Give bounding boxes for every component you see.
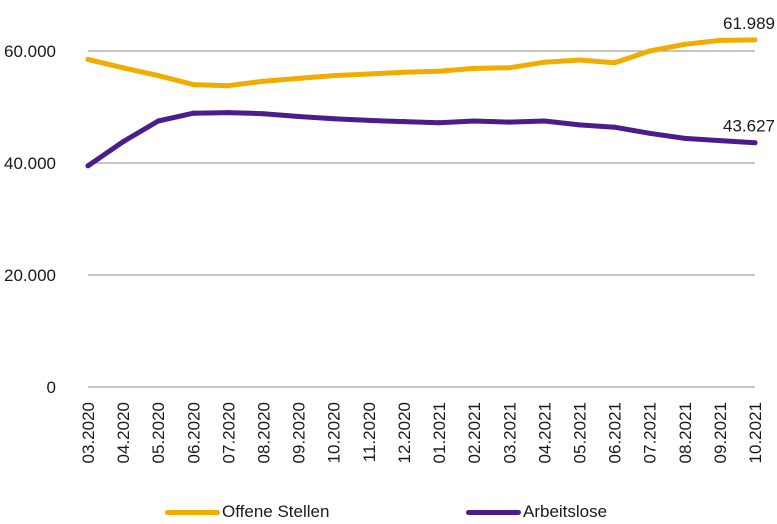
y-tick-label: 60.000 — [4, 42, 56, 61]
data-point — [155, 73, 161, 79]
x-tick-label: 07.2020 — [219, 402, 238, 463]
data-point — [576, 122, 582, 128]
x-tick-label: 10.2021 — [746, 402, 765, 463]
data-point — [682, 135, 688, 141]
data-point — [717, 37, 723, 43]
x-tick-label: 07.2021 — [641, 402, 660, 463]
x-tick-label: 03.2021 — [500, 402, 519, 463]
x-tick-label: 06.2020 — [184, 402, 203, 463]
data-point — [506, 65, 512, 71]
data-point — [120, 139, 126, 145]
data-point — [612, 60, 618, 66]
x-tick-label: 01.2021 — [430, 402, 449, 463]
legend: Offene Stellen Arbeitslose — [0, 502, 777, 524]
data-point — [225, 83, 231, 89]
data-point — [401, 69, 407, 75]
y-axis-ticks: 0 20.000 40.000 60.000 — [4, 42, 56, 397]
line-chart: 0 20.000 40.000 60.000 03.2020 04.2020 05.202… — [4, 14, 775, 464]
data-point — [752, 37, 758, 43]
x-tick-label: 02.2021 — [465, 402, 484, 463]
data-point — [752, 140, 758, 146]
x-tick-label: 12.2020 — [395, 402, 414, 463]
legend-item-arbeitslose: Arbeitslose — [466, 502, 607, 522]
data-point — [612, 124, 618, 130]
x-tick-label: 03.2020 — [79, 402, 98, 463]
data-point — [576, 57, 582, 63]
data-point — [331, 116, 337, 122]
data-point — [366, 117, 372, 123]
x-tick-label: 05.2020 — [149, 402, 168, 463]
x-tick-label: 04.2020 — [114, 402, 133, 463]
x-tick-label: 10.2020 — [325, 402, 344, 463]
x-axis-ticks: 03.2020 04.2020 05.2020 06.2020 07.2020 08.20… — [79, 402, 765, 463]
x-tick-label: 05.2021 — [570, 402, 589, 463]
end-labels: 61.989 43.627 — [723, 14, 775, 136]
data-point — [717, 138, 723, 144]
data-point — [225, 110, 231, 116]
data-point — [366, 71, 372, 77]
data-point — [647, 130, 653, 136]
x-tick-label: 11.2020 — [360, 402, 379, 462]
y-tick-label: 20.000 — [4, 266, 56, 285]
data-point — [296, 75, 302, 81]
x-tick-label: 09.2021 — [711, 402, 730, 463]
legend-swatch-arbeitslose — [466, 509, 521, 515]
data-point — [436, 68, 442, 74]
series-lines — [85, 37, 758, 169]
legend-label-offene-stellen: Offene Stellen — [222, 502, 330, 521]
x-tick-label: 08.2021 — [676, 402, 695, 463]
data-point — [436, 120, 442, 126]
x-tick-label: 09.2020 — [290, 402, 309, 463]
data-point — [331, 73, 337, 79]
end-data-label: 43.627 — [723, 117, 775, 136]
data-point — [190, 110, 196, 116]
data-point — [647, 48, 653, 54]
series-line-0 — [85, 37, 758, 89]
data-point — [296, 114, 302, 120]
end-data-label: 61.989 — [723, 14, 775, 33]
y-tick-label: 0 — [47, 378, 56, 397]
data-point — [85, 56, 91, 62]
data-point — [541, 118, 547, 124]
data-point — [120, 65, 126, 71]
legend-item-offene-stellen: Offene Stellen — [165, 502, 329, 522]
data-point — [190, 82, 196, 88]
x-tick-label: 06.2021 — [606, 402, 625, 463]
data-point — [401, 119, 407, 125]
series-line-1 — [85, 110, 758, 169]
x-tick-label: 04.2021 — [535, 402, 554, 463]
data-point — [682, 41, 688, 47]
data-point — [155, 118, 161, 124]
legend-swatch-offene-stellen — [165, 509, 220, 515]
x-tick-label: 08.2020 — [255, 402, 274, 463]
data-point — [261, 111, 267, 117]
data-point — [261, 78, 267, 84]
data-point — [471, 65, 477, 71]
gridlines — [88, 50, 755, 388]
legend-label-arbeitslose: Arbeitslose — [523, 502, 608, 521]
data-point — [541, 59, 547, 65]
y-tick-label: 40.000 — [4, 154, 56, 173]
data-point — [85, 163, 91, 169]
data-point — [471, 118, 477, 124]
data-point — [506, 119, 512, 125]
